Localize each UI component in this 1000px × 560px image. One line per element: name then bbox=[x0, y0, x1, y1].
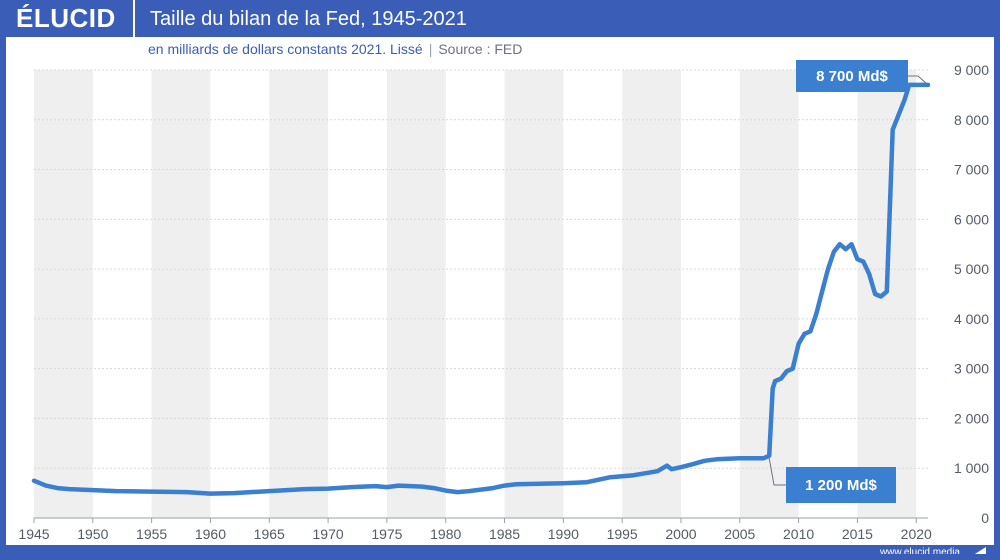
x-tick-label: 1950 bbox=[77, 526, 108, 542]
y-tick-label: 8 000 bbox=[954, 112, 989, 128]
chart-title: Taille du bilan de la Fed, 1945-2021 bbox=[150, 8, 467, 30]
y-tick-label: 9 000 bbox=[954, 62, 989, 78]
x-tick-label: 1990 bbox=[548, 526, 579, 542]
brand-triangle-icon bbox=[970, 547, 986, 557]
year-band bbox=[269, 70, 329, 518]
subtitle-text: en milliards de dollars constants 2021. … bbox=[148, 41, 423, 57]
footer-url[interactable]: www.elucid.media bbox=[879, 547, 960, 558]
source-text: Source : FED bbox=[438, 41, 523, 57]
y-tick-label: 3 000 bbox=[954, 361, 989, 377]
x-tick-label: 2010 bbox=[783, 526, 814, 542]
x-tick-label: 1985 bbox=[489, 526, 520, 542]
callout-label: 8 700 Md$ bbox=[816, 68, 888, 85]
y-tick-label: 2 000 bbox=[954, 410, 989, 426]
y-tick-label: 6 000 bbox=[954, 211, 989, 227]
x-tick-label: 2020 bbox=[901, 526, 932, 542]
year-band bbox=[386, 70, 446, 518]
year-band bbox=[151, 70, 211, 518]
x-tick-label: 2015 bbox=[842, 526, 873, 542]
x-tick-label: 1975 bbox=[371, 526, 402, 542]
x-tick-label: 1945 bbox=[18, 526, 49, 542]
y-tick-label: 5 000 bbox=[954, 261, 989, 277]
y-tick-label: 7 000 bbox=[954, 162, 989, 178]
x-tick-label: 1980 bbox=[430, 526, 461, 542]
y-tick-label: 1 000 bbox=[954, 460, 989, 476]
x-tick-label: 1960 bbox=[195, 526, 226, 542]
callout-leader bbox=[768, 458, 786, 486]
callout-label: 1 200 Md$ bbox=[805, 477, 877, 494]
year-band bbox=[504, 70, 564, 518]
fed-balance-chart: 0 1 000 2 000 3 000 4 000 5 000 6 000 7 000 8 00… bbox=[18, 60, 989, 542]
year-band bbox=[34, 70, 93, 518]
x-tick-label: 1995 bbox=[607, 526, 638, 542]
callout-box bbox=[786, 467, 896, 503]
callout-leader bbox=[908, 75, 929, 86]
x-tick-label: 2000 bbox=[665, 526, 696, 542]
header-divider bbox=[133, 0, 135, 37]
year-band bbox=[622, 70, 681, 518]
y-tick-label: 4 000 bbox=[954, 311, 989, 327]
header-bar: ÉLUCID Taille du bilan de la Fed, 1945-2… bbox=[0, 0, 1000, 37]
x-tick-label: 1965 bbox=[254, 526, 285, 542]
x-tick-label: 2005 bbox=[724, 526, 755, 542]
chart-subtitle: en milliards de dollars constants 2021. … bbox=[148, 40, 522, 58]
subtitle-separator: | bbox=[428, 41, 433, 57]
series-line bbox=[31, 82, 931, 496]
y-tick-label: 0 bbox=[981, 510, 989, 526]
x-tick-label: 1970 bbox=[313, 526, 344, 542]
elucid-logo: ÉLUCID bbox=[16, 3, 116, 33]
callout-box bbox=[796, 60, 908, 92]
x-tick-label: 1955 bbox=[136, 526, 167, 542]
